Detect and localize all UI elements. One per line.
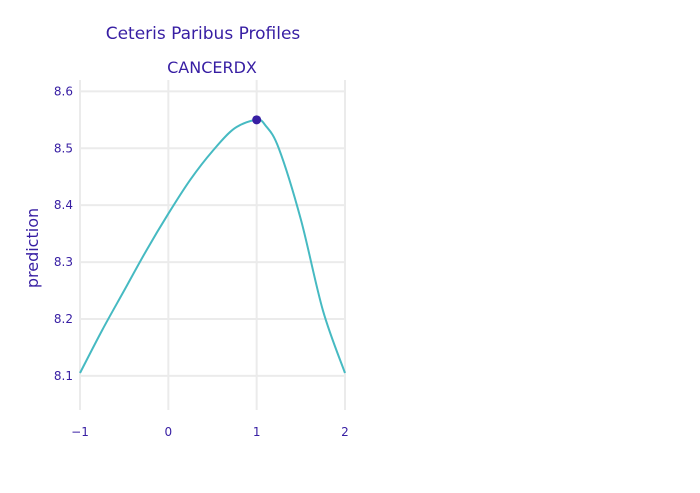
profile-line bbox=[79, 118, 346, 374]
y-tick-label: 8.1 bbox=[54, 369, 73, 383]
y-tick-label: 8.2 bbox=[54, 312, 73, 326]
subplot-title: CANCERDX bbox=[167, 58, 257, 77]
series-layer bbox=[79, 118, 346, 374]
x-tick-label: 1 bbox=[253, 425, 261, 439]
y-tick-label: 8.5 bbox=[54, 141, 73, 155]
y-tick-label: 8.3 bbox=[54, 255, 73, 269]
observation-layer bbox=[252, 115, 262, 125]
x-tick-label: 2 bbox=[341, 425, 349, 439]
tick-labels: 8.1 8.2 8.3 8.4 8.5 8.6 −1 0 1 2 bbox=[54, 84, 349, 439]
observation-point bbox=[252, 115, 262, 125]
x-tick-label: 0 bbox=[165, 425, 173, 439]
y-tick-label: 8.6 bbox=[54, 84, 73, 98]
x-tick-label: −1 bbox=[71, 425, 89, 439]
grid-layer bbox=[79, 80, 346, 410]
chart-title: Ceteris Paribus Profiles bbox=[106, 24, 301, 44]
y-axis-label: prediction bbox=[23, 208, 42, 288]
y-tick-label: 8.4 bbox=[54, 198, 73, 212]
